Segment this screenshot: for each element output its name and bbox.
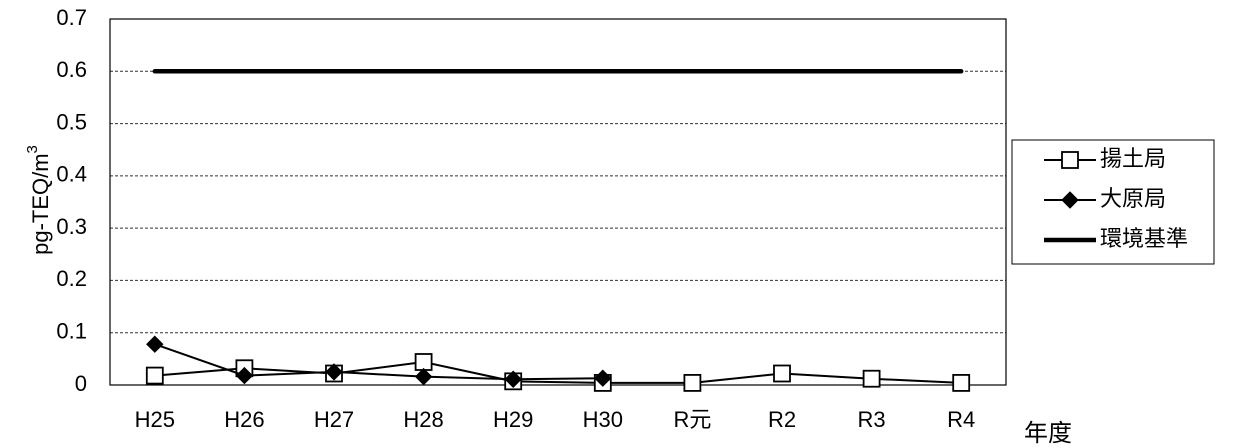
x-tick-label-7: R2 <box>768 407 796 432</box>
x-tick-label-2: H27 <box>314 407 354 432</box>
series-line-0 <box>153 360 963 384</box>
data-point-0-6 <box>683 374 702 392</box>
series-layer <box>145 69 971 392</box>
x-tick-label-9: R4 <box>947 407 975 432</box>
plot-area <box>110 19 1006 385</box>
data-point-1-1 <box>235 366 254 385</box>
y-tick-label-4: 0.4 <box>56 162 87 187</box>
y-tick-label-7: 0.7 <box>56 5 87 30</box>
data-point-0-0 <box>145 366 164 385</box>
y-tick-label-5: 0.5 <box>56 109 87 134</box>
series-line-1 <box>153 343 604 381</box>
x-tick-label-5: H30 <box>583 407 623 432</box>
plot-border <box>109 18 1007 386</box>
legend-label-2: 環境基準 <box>1100 227 1188 252</box>
data-point-1-0 <box>146 335 164 353</box>
legend-label-0: 揚土局 <box>1100 147 1166 172</box>
y-tick-label-0: 0 <box>75 371 87 396</box>
x-axis-label: 年度 <box>1024 419 1072 447</box>
y-tick-label-2: 0.2 <box>56 266 87 291</box>
legend-marker-1 <box>1061 191 1079 209</box>
data-point-1-2 <box>325 363 343 381</box>
legend-item-1: 大原局 <box>1044 187 1166 212</box>
x-tick-label-3: H28 <box>403 407 443 432</box>
series-1 <box>146 335 612 388</box>
legend-item-2: 環境基準 <box>1044 227 1188 252</box>
data-point-0-3 <box>414 353 433 371</box>
data-point-1-5 <box>594 369 612 387</box>
data-point-1-3 <box>414 367 433 386</box>
x-tick-label-8: R3 <box>858 407 886 432</box>
data-point-1-4 <box>504 370 522 388</box>
y-tick-labels: 0 0.1 0.2 0.3 0.4 0.5 0.6 0.7 <box>56 5 87 396</box>
x-tick-label-0: H25 <box>135 407 175 432</box>
plot-frame <box>109 18 1007 386</box>
y-tick-label-6: 0.6 <box>56 57 87 82</box>
x-tick-labels: H25 H26 H27 H28 H29 H30 R元 R2 R3 R4 <box>135 407 976 432</box>
data-point-0-9 <box>952 374 971 392</box>
y-axis-label-superscript: 3 <box>24 145 41 153</box>
legend-item-0: 揚土局 <box>1044 147 1166 172</box>
x-tick-label-1: H26 <box>224 407 264 432</box>
y-tick-label-3: 0.3 <box>56 214 87 239</box>
legend-marker-0 <box>1061 151 1079 169</box>
x-tick-label-6: R元 <box>673 407 711 432</box>
y-axis-label: pg-TEQ/m3 <box>24 145 52 255</box>
legend-label-1: 大原局 <box>1100 187 1166 212</box>
data-point-0-7 <box>773 364 791 383</box>
data-point-0-8 <box>862 369 881 388</box>
y-tick-label-1: 0.1 <box>56 319 87 344</box>
x-tick-label-4: H29 <box>493 407 533 432</box>
